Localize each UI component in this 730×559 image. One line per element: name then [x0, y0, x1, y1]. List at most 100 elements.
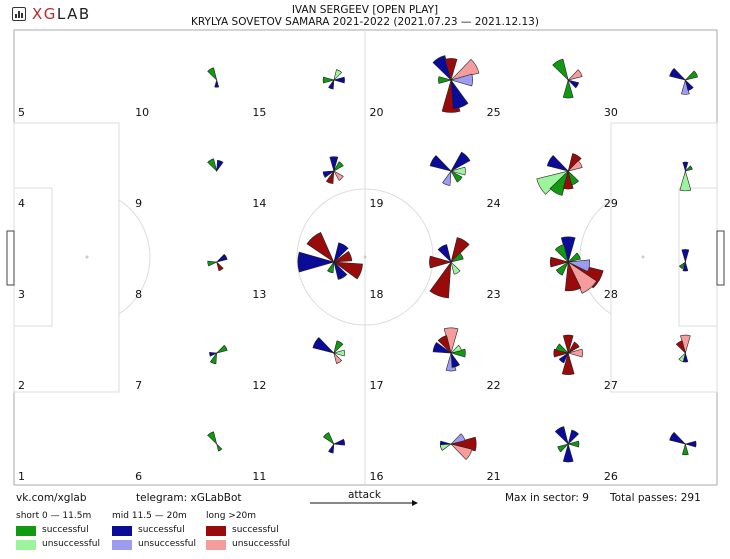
sector-rose	[536, 153, 583, 196]
pass-petal	[323, 432, 335, 445]
sector-number: 21	[487, 470, 501, 483]
pass-petal	[322, 170, 335, 178]
pass-petal	[536, 170, 570, 195]
pass-petal	[669, 67, 687, 81]
sector-number: 13	[252, 288, 266, 301]
pass-petal	[444, 58, 458, 82]
pass-petal	[553, 348, 570, 358]
attack-label: attack	[348, 489, 381, 501]
sector-number: 24	[487, 197, 501, 210]
pass-petal	[332, 261, 363, 280]
sector-rose	[552, 58, 583, 99]
pass-petal	[322, 76, 335, 84]
pass-petal	[449, 166, 466, 176]
pass-petal	[437, 335, 452, 354]
pass-petal	[312, 337, 335, 354]
pass-petal	[209, 352, 218, 365]
sector-number: 5	[18, 106, 25, 119]
pass-petal	[333, 242, 349, 263]
pass-petal	[567, 69, 583, 81]
pass-petal	[684, 70, 698, 81]
pass-petal	[207, 158, 218, 172]
pass-petal	[216, 159, 224, 173]
pass-petal	[333, 340, 344, 354]
pass-petal	[450, 237, 470, 263]
sector-rose	[207, 67, 220, 88]
right-goal	[716, 230, 725, 286]
sector-number: 22	[487, 379, 501, 392]
vk-link[interactable]: vk.com/xglab	[16, 492, 87, 504]
pass-petal	[450, 252, 464, 263]
pass-petal	[449, 73, 473, 87]
pass-petal	[328, 443, 335, 454]
pass-petal	[567, 160, 583, 172]
sector-number: 10	[135, 106, 149, 119]
pass-petal	[450, 443, 473, 461]
sector-number: 4	[18, 197, 25, 210]
total-passes: Total passes: 291	[610, 492, 701, 504]
pass-petal	[328, 79, 335, 90]
left-penalty-arc	[118, 199, 151, 315]
pass-petal	[333, 170, 344, 181]
pass-petal	[684, 440, 697, 448]
legend-label: unsuccessful	[138, 539, 196, 549]
pass-petal	[567, 259, 591, 272]
legend-swatch	[16, 540, 36, 550]
sector-rose	[432, 327, 466, 372]
telegram-link[interactable]: telegram: xGLabBot	[136, 492, 242, 504]
legend-swatch	[206, 540, 226, 550]
brand-logo: XGLAB	[12, 5, 91, 23]
legend-swatch	[206, 526, 226, 536]
pass-petal	[554, 244, 569, 263]
sector-number: 17	[370, 379, 384, 392]
pass-petal	[439, 443, 453, 451]
sector-number: 1	[18, 470, 25, 483]
sector-number: 15	[252, 106, 266, 119]
pass-petal	[558, 352, 569, 364]
sector-rose	[439, 433, 477, 461]
pass-petal	[562, 334, 574, 355]
pass-petal	[450, 261, 461, 275]
pass-petal	[549, 170, 569, 196]
sector-number: 2	[18, 379, 25, 392]
pass-petal	[443, 327, 459, 355]
pass-petal	[555, 343, 570, 354]
pass-petal	[332, 349, 345, 357]
pass-petal	[682, 260, 689, 272]
sector-number: 16	[370, 470, 384, 483]
sector-number: 11	[252, 470, 266, 483]
chart-subtitle: KRYLYA SOVETOV SAMARA 2021-2022 (2021.07…	[191, 16, 539, 28]
sector-rose	[678, 249, 690, 272]
pass-petal	[215, 344, 228, 354]
pass-petal	[306, 232, 335, 263]
pass-petal	[450, 151, 471, 172]
pass-petal	[567, 348, 583, 358]
sector-number: 27	[604, 379, 618, 392]
legend-label: successful	[138, 525, 185, 535]
pass-petal	[681, 78, 690, 95]
pass-petal	[333, 352, 343, 364]
pass-petal	[332, 76, 345, 84]
pass-petal	[442, 170, 452, 186]
sector-number: 28	[604, 288, 618, 301]
max-in-sector: Max in sector: 9	[505, 492, 589, 504]
sector-rose	[207, 253, 228, 272]
sector-rose	[322, 156, 344, 184]
pass-petal	[326, 170, 335, 184]
pass-petal	[562, 169, 574, 190]
pass-petal	[207, 431, 218, 445]
pass-petal	[669, 431, 687, 445]
pass-petal	[450, 433, 466, 445]
sector-number: 26	[604, 470, 618, 483]
pass-petal	[207, 67, 218, 81]
pass-petal	[562, 78, 574, 99]
pass-petal	[332, 438, 345, 446]
sector-number: 3	[18, 288, 25, 301]
pass-petal	[564, 260, 582, 292]
right-penalty-arc	[579, 199, 612, 315]
pass-petal	[552, 58, 569, 81]
pass-petal	[450, 79, 469, 110]
pass-petal	[567, 440, 580, 448]
pass-petal	[546, 155, 570, 172]
pass-petal	[429, 155, 452, 172]
